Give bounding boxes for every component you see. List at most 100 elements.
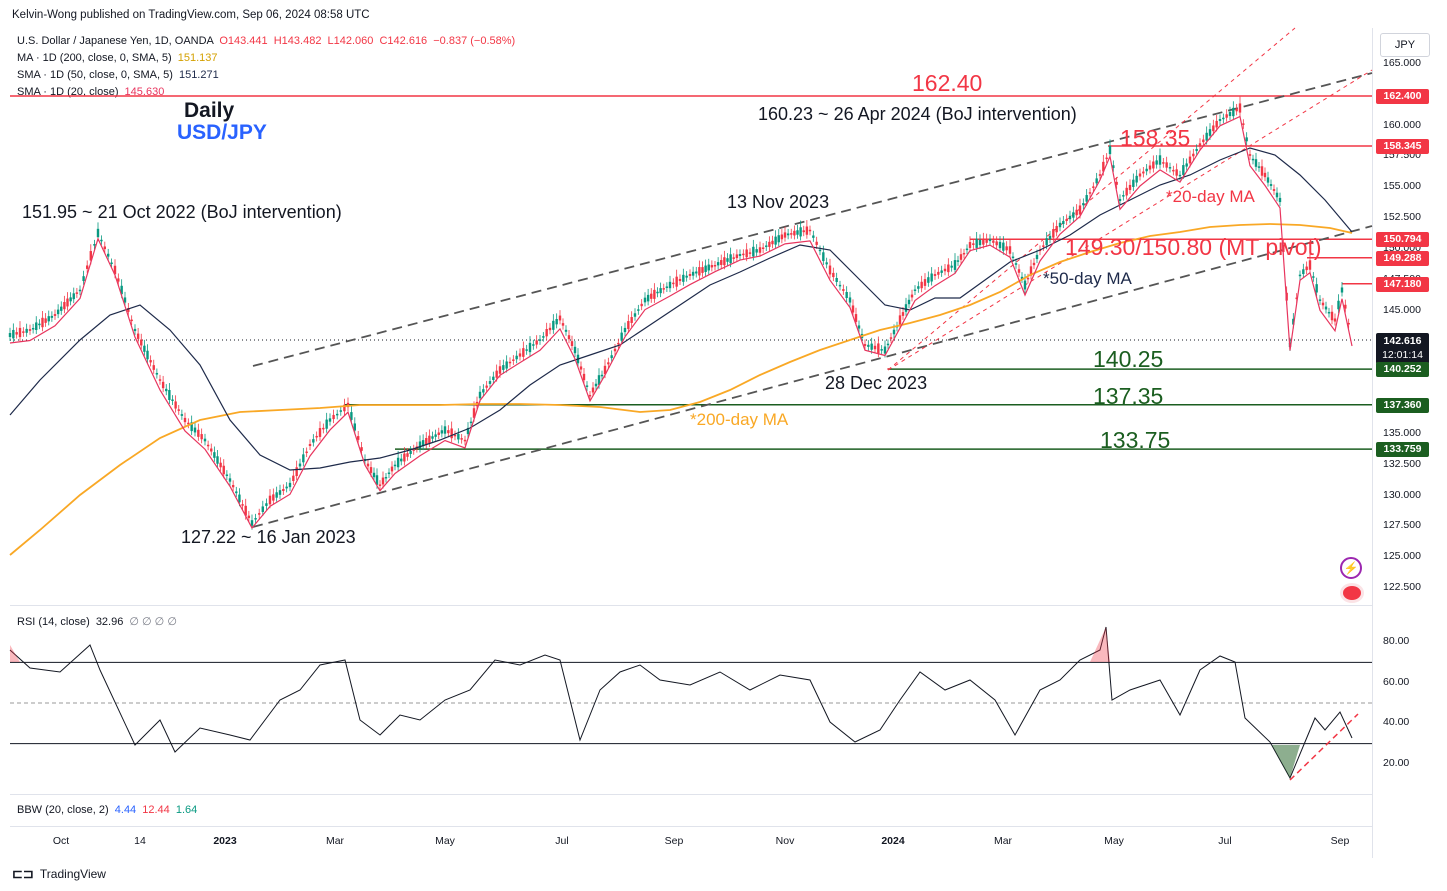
- annotation-20day-ma: *20-day MA: [1166, 187, 1255, 206]
- price-tick-label: 160.000: [1383, 118, 1421, 131]
- candle-body: [907, 299, 911, 305]
- candle-body: [1088, 192, 1092, 194]
- candle-body: [555, 318, 558, 325]
- candle-body: [31, 327, 35, 330]
- candle-body: [656, 291, 659, 294]
- rsi-legend[interactable]: RSI (14, close) 32.96 ∅ ∅ ∅ ∅: [17, 615, 177, 628]
- candle-body: [339, 410, 342, 412]
- lightning-icon[interactable]: ⚡: [1340, 557, 1362, 579]
- candle-body: [927, 277, 930, 283]
- candle-body: [920, 281, 923, 289]
- candle-body: [1118, 198, 1122, 202]
- candle-body: [867, 344, 870, 347]
- candle-body: [41, 317, 44, 328]
- candle-body: [1058, 222, 1062, 228]
- candle-body: [771, 240, 774, 245]
- candle-body: [1218, 119, 1222, 121]
- candle-body: [505, 361, 508, 369]
- tradingview-logo[interactable]: ⊏⊐ TradingView: [12, 866, 106, 882]
- candle-body: [219, 462, 222, 468]
- annotation-dec2023-low: 28 Dec 2023: [825, 373, 928, 393]
- candle-body: [653, 289, 656, 299]
- ma200-legend[interactable]: MA · 1D (200, close, 0, SMA, 5) 151.137: [17, 52, 218, 64]
- time-tick-label: Oct: [52, 835, 70, 847]
- candle-body: [222, 465, 225, 475]
- candle-body: [1251, 158, 1255, 161]
- time-tick-label: Mar: [993, 835, 1013, 847]
- candle-body: [525, 349, 528, 351]
- candle-body: [613, 348, 617, 352]
- candle-body: [1042, 245, 1045, 247]
- candle-body: [729, 254, 732, 264]
- candle-body: [1108, 145, 1112, 155]
- candle-body: [940, 270, 943, 273]
- bbw-legend[interactable]: BBW (20, close, 2) 4.44 12.44 1.64: [17, 804, 197, 816]
- candle-body: [1052, 229, 1055, 238]
- candle-body: [502, 365, 505, 370]
- candle-body: [765, 245, 768, 248]
- candle-body: [758, 247, 762, 253]
- candle-body: [815, 241, 818, 245]
- candle-body: [275, 492, 278, 498]
- candle-body: [428, 435, 431, 444]
- candle-body: [1254, 159, 1258, 167]
- candle-body: [1005, 246, 1008, 251]
- candle-body: [1062, 220, 1065, 225]
- candle-body: [573, 346, 577, 354]
- candle-body: [597, 375, 601, 385]
- candle-body: [28, 329, 32, 331]
- candle-body: [786, 233, 790, 236]
- candle-body: [564, 329, 568, 332]
- us-flag-icon[interactable]: [1340, 583, 1364, 603]
- candle-body: [325, 419, 328, 429]
- candle-body: [904, 304, 908, 312]
- rsi-oversold-fill: [1272, 745, 1300, 778]
- price-tick-label: 125.000: [1383, 550, 1421, 563]
- sma50-legend[interactable]: SMA · 1D (50, close, 0, SMA, 5) 151.271: [17, 69, 219, 81]
- candle-body: [777, 235, 780, 243]
- candle-body: [146, 350, 149, 360]
- level-label-158: 158.35: [1120, 125, 1191, 151]
- candle-body: [812, 235, 815, 238]
- candle-body: [100, 239, 103, 242]
- candle-body: [1260, 166, 1264, 176]
- candle-body: [107, 253, 110, 257]
- channel-inner-lower: [887, 69, 1373, 371]
- candle-body: [738, 253, 742, 257]
- candle-body: [950, 265, 953, 268]
- candle-body: [482, 389, 485, 393]
- candle-body: [1202, 139, 1205, 143]
- candle-body: [532, 344, 535, 346]
- candle-body: [488, 381, 492, 384]
- candle-body: [343, 404, 346, 412]
- candle-body: [1128, 184, 1132, 191]
- sma50-line: [9, 147, 1353, 471]
- candle-body: [1092, 186, 1095, 188]
- candle-body: [535, 340, 538, 345]
- price-axis[interactable]: [1372, 28, 1447, 858]
- candle-body: [1272, 189, 1276, 191]
- sma20-legend[interactable]: SMA · 1D (20, close) 145.630: [17, 86, 164, 98]
- candle-body: [1011, 256, 1015, 259]
- rsi-tick-label: 40.00: [1383, 716, 1410, 729]
- candle-body: [1068, 215, 1072, 220]
- candle-body: [1002, 242, 1005, 251]
- price-tag: 133.759: [1376, 442, 1429, 458]
- price-tag: 140.252: [1376, 362, 1429, 378]
- candle-body: [668, 281, 672, 289]
- candle-body: [818, 249, 822, 252]
- price-tag: 162.400: [1376, 89, 1429, 105]
- change-value: −0.837 (−0.58%): [433, 35, 516, 47]
- candle-body: [472, 408, 476, 418]
- currency-button[interactable]: JPY: [1380, 33, 1430, 57]
- candle-body: [1182, 165, 1185, 175]
- candle-body: [863, 344, 867, 346]
- candle-body: [1208, 129, 1212, 136]
- candle-body: [701, 267, 704, 273]
- candle-body: [585, 385, 589, 387]
- candle-body: [1020, 276, 1024, 280]
- candle-body: [732, 257, 735, 259]
- annotation-200day-ma: *200-day MA: [690, 410, 789, 429]
- candle-body: [305, 451, 308, 454]
